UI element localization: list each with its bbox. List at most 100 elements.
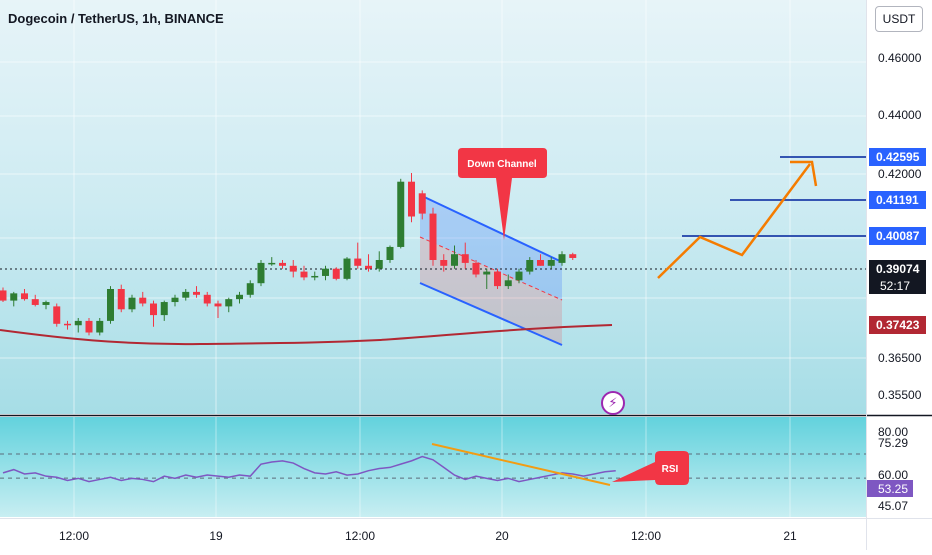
candle-body <box>150 303 157 316</box>
candle-body <box>311 275 319 278</box>
rsi-indicator <box>0 443 866 486</box>
candle-body <box>375 260 383 269</box>
rsi-divergence-line <box>431 443 611 486</box>
candle-body <box>515 271 523 281</box>
candle-body <box>343 258 351 279</box>
rsi-tick-label: 60.00 <box>878 468 908 482</box>
candle-body <box>429 213 437 260</box>
countdown-text: 52:17 <box>880 279 910 293</box>
candle-body <box>236 294 243 300</box>
projection-arrow-head <box>790 160 818 187</box>
rsi-value-label-bg <box>867 480 913 497</box>
ma-line <box>0 324 613 346</box>
candle-body <box>128 297 136 310</box>
candles <box>0 173 577 336</box>
price-label-text: 0.37423 <box>876 318 920 332</box>
candle-body <box>74 320 82 326</box>
candle-body <box>193 291 200 295</box>
rsi-label: RSI <box>662 464 679 475</box>
candle-body <box>300 271 308 278</box>
price-label-bg <box>869 316 926 334</box>
currency-button[interactable]: USDT <box>875 6 923 32</box>
price-pane-bg <box>0 0 866 414</box>
candle-body <box>472 262 480 275</box>
time-tick-label: 19 <box>209 529 223 543</box>
candle-body <box>225 299 233 307</box>
rsi-value-label: 53.25 <box>878 482 908 496</box>
candle-body <box>214 303 222 307</box>
rsi-line <box>2 455 616 483</box>
candle-body <box>526 260 534 272</box>
time-tick-label: 21 <box>783 529 797 543</box>
annotations: Down Channel RSI <box>458 148 689 485</box>
candle-body <box>64 323 71 326</box>
countdown-bg <box>869 278 926 294</box>
candle-body <box>279 262 286 266</box>
candle-body <box>107 289 114 321</box>
candle-body <box>537 260 544 266</box>
candle-body <box>440 260 448 266</box>
candle-body <box>461 254 469 263</box>
lightning-icon[interactable]: ⚡ <box>601 391 625 415</box>
candle-body <box>31 299 39 305</box>
price-label-bg <box>869 191 926 209</box>
price-label-text: 0.42595 <box>876 150 920 164</box>
candle-body <box>268 262 276 265</box>
projection-path <box>657 163 812 279</box>
time-scale[interactable]: 12:00 19 12:00 20 12:00 21 <box>59 529 797 543</box>
candle-body <box>418 193 426 214</box>
rsi-pane-bg <box>0 417 866 517</box>
candle-body <box>21 293 28 300</box>
chart-title: Dogecoin / TetherUS, 1h, BINANCE <box>8 11 224 26</box>
candle-body <box>547 260 555 266</box>
candle-body <box>160 302 168 316</box>
candle-body <box>53 306 61 324</box>
candle-body <box>289 265 297 272</box>
candle-body <box>354 258 362 266</box>
time-tick-label: 12:00 <box>631 529 661 543</box>
price-tick-label: 0.44000 <box>878 108 922 122</box>
candle-body <box>386 246 394 260</box>
channel-fill-upper <box>420 195 562 300</box>
candle-body <box>322 268 329 276</box>
candle-body <box>451 254 458 266</box>
candle-body <box>365 265 372 269</box>
candle-body <box>203 294 211 304</box>
candle-body <box>257 262 265 284</box>
candle-body <box>139 297 147 304</box>
price-tick-label: 0.42000 <box>878 167 922 181</box>
price-labels: 0.42595 0.41191 0.40087 0.39074 52:17 0.37423 <box>869 148 926 334</box>
candle-body <box>558 254 566 263</box>
candle-body <box>182 291 190 298</box>
candle-body <box>246 283 254 295</box>
moving-average <box>0 324 613 346</box>
price-label-bg <box>869 148 926 166</box>
candle-body <box>504 280 512 287</box>
price-label-text: 0.40087 <box>876 229 920 243</box>
price-label-bg <box>869 260 926 278</box>
candle-body <box>397 181 405 247</box>
price-label-text: 0.41191 <box>876 193 919 207</box>
candle-body <box>494 271 501 287</box>
rsi-tick-label: 45.07 <box>878 499 908 513</box>
price-scale[interactable]: 0.46000 0.44000 0.42000 0.36500 0.35500 80.00… <box>867 51 922 513</box>
candle-body <box>42 302 50 305</box>
channel-lower-line <box>419 282 563 346</box>
candle-body <box>96 320 104 333</box>
candle-body <box>332 268 340 279</box>
price-label-text: 0.39074 <box>876 262 920 276</box>
price-tick-label: 0.36500 <box>878 351 922 365</box>
price-tick-label: 0.46000 <box>878 51 922 65</box>
price-tick-label: 0.35500 <box>878 388 922 402</box>
candle-body <box>483 271 491 275</box>
price-label-bg <box>869 227 926 245</box>
candle-body <box>408 181 415 217</box>
rsi-tick-label: 75.29 <box>878 436 908 450</box>
time-tick-label: 12:00 <box>59 529 89 543</box>
channel-upper-line <box>419 194 563 263</box>
time-tick-label: 20 <box>495 529 509 543</box>
down-channel-callout <box>458 148 547 240</box>
down-channel-label: Down Channel <box>467 159 537 170</box>
